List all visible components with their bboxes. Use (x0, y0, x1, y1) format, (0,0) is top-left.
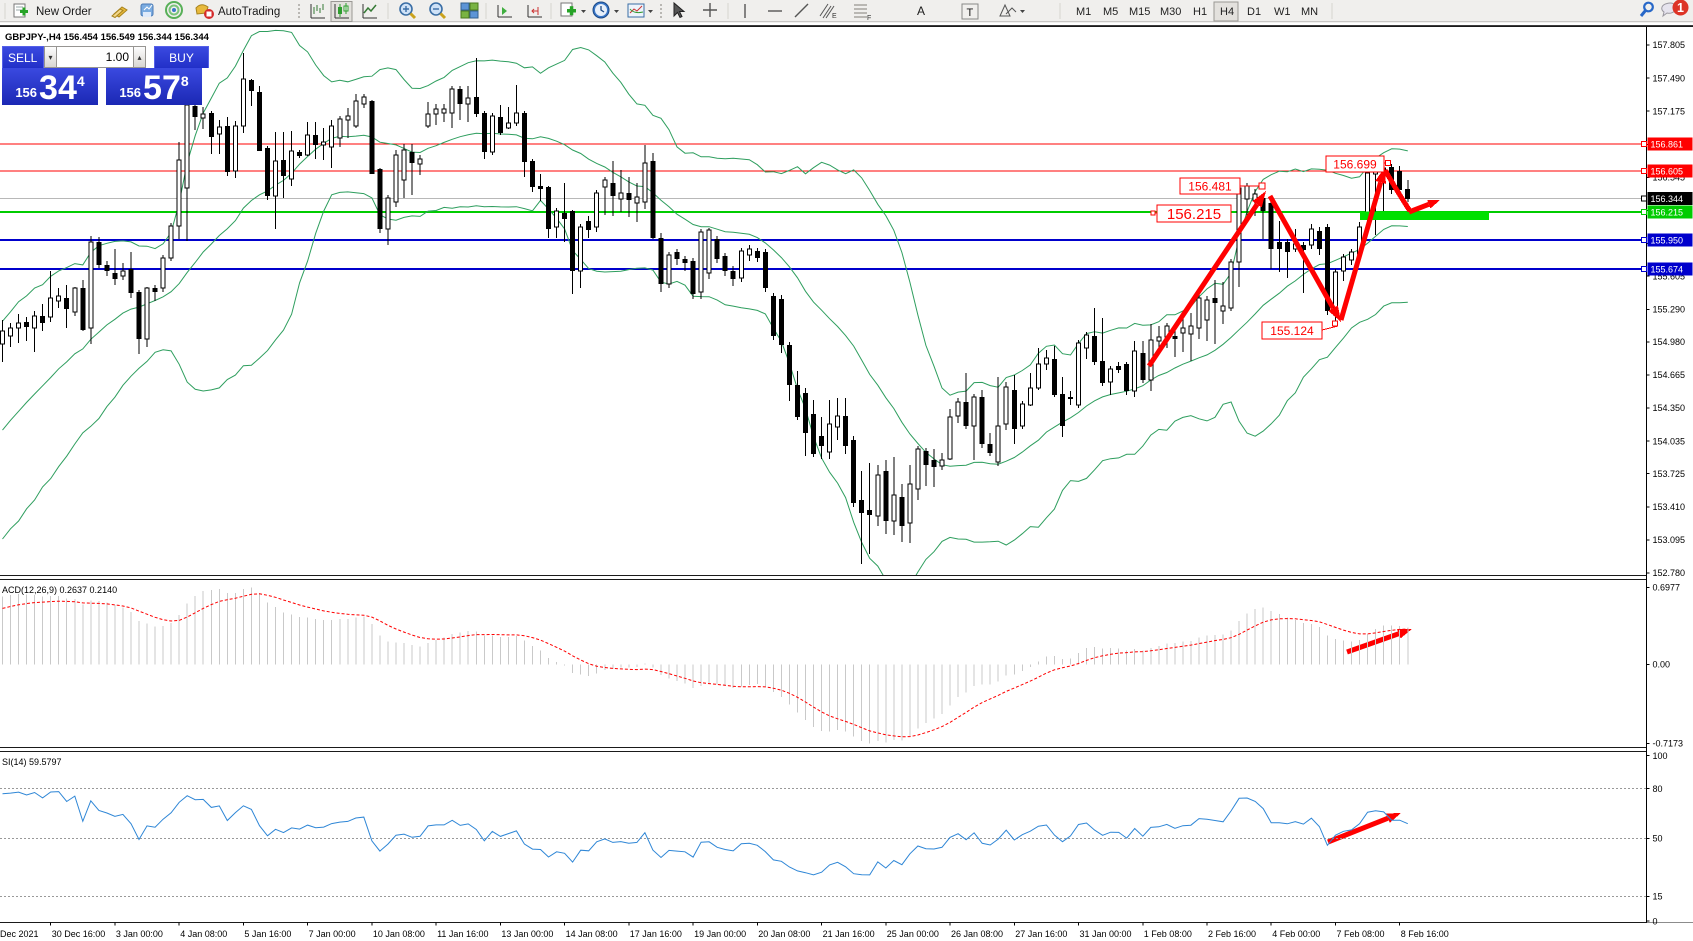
svg-text:11 Jan 16:00: 11 Jan 16:00 (437, 929, 488, 939)
svg-text:GBPJPY-,H4 156.454 156.549 15: GBPJPY-,H4 156.454 156.549 156.344 156.3… (5, 32, 210, 43)
svg-text:1: 1 (1677, 1, 1684, 15)
svg-text:13 Jan 00:00: 13 Jan 00:00 (501, 929, 553, 939)
svg-text:152.780: 152.780 (1653, 568, 1686, 578)
svg-text:31 Jan 00:00: 31 Jan 00:00 (1080, 929, 1132, 939)
svg-text:155.290: 155.290 (1653, 305, 1686, 315)
svg-text:156.605: 156.605 (1651, 167, 1684, 177)
svg-text:30 Dec 16:00: 30 Dec 16:00 (52, 929, 106, 939)
svg-text:10 Jan 08:00: 10 Jan 08:00 (373, 929, 425, 939)
svg-text:157.175: 157.175 (1653, 106, 1686, 116)
svg-text:157.805: 157.805 (1653, 40, 1686, 50)
svg-text:M1: M1 (1076, 6, 1091, 18)
svg-text:14 Jan 08:00: 14 Jan 08:00 (566, 929, 618, 939)
svg-text:156.215: 156.215 (1651, 208, 1684, 218)
svg-text:7 Jan 00:00: 7 Jan 00:00 (309, 929, 356, 939)
svg-text:D1: D1 (1247, 6, 1261, 18)
svg-text:17 Jan 16:00: 17 Jan 16:00 (630, 929, 682, 939)
svg-text:7 Feb 08:00: 7 Feb 08:00 (1337, 929, 1385, 939)
svg-text:0: 0 (1653, 916, 1658, 926)
svg-text:4 Jan 08:00: 4 Jan 08:00 (180, 929, 227, 939)
svg-text:AutoTrading: AutoTrading (218, 6, 280, 18)
svg-text:154.035: 154.035 (1653, 436, 1686, 446)
svg-text:80: 80 (1653, 784, 1663, 794)
svg-text:E: E (832, 13, 837, 20)
svg-text:A: A (917, 4, 925, 18)
svg-text:154.980: 154.980 (1653, 337, 1686, 347)
svg-text:M30: M30 (1160, 6, 1181, 18)
svg-text:0.6977: 0.6977 (1653, 583, 1681, 593)
svg-text:153.095: 153.095 (1653, 535, 1686, 545)
svg-text:155.605: 155.605 (1653, 271, 1686, 281)
svg-text:25 Jan 00:00: 25 Jan 00:00 (887, 929, 939, 939)
svg-text:156.215: 156.215 (1167, 206, 1221, 223)
svg-text:156.344: 156.344 (1651, 194, 1684, 204)
svg-text:21 Jan 16:00: 21 Jan 16:00 (823, 929, 875, 939)
svg-text:19 Jan 00:00: 19 Jan 00:00 (694, 929, 746, 939)
svg-text:50: 50 (1653, 834, 1663, 844)
svg-text:4 Feb 00:00: 4 Feb 00:00 (1272, 929, 1320, 939)
svg-text:27 Jan 16:00: 27 Jan 16:00 (1015, 929, 1067, 939)
svg-text:SI(14) 59.5797: SI(14) 59.5797 (2, 757, 62, 767)
svg-text:T: T (967, 7, 974, 19)
svg-text:153.725: 153.725 (1653, 469, 1686, 479)
svg-text:F: F (867, 15, 871, 22)
svg-text:153.410: 153.410 (1653, 502, 1686, 512)
svg-text:156.699: 156.699 (1333, 157, 1377, 171)
svg-text:157.490: 157.490 (1653, 73, 1686, 83)
svg-text:-0.7173: -0.7173 (1653, 739, 1684, 749)
svg-text:156.481: 156.481 (1188, 179, 1232, 193)
svg-text:8 Feb 16:00: 8 Feb 16:00 (1401, 929, 1449, 939)
svg-text:W1: W1 (1274, 6, 1291, 18)
svg-text:MN: MN (1301, 6, 1318, 18)
svg-text:0.00: 0.00 (1653, 660, 1671, 670)
svg-text:155.674: 155.674 (1651, 264, 1684, 274)
svg-text:New Order: New Order (36, 6, 92, 18)
svg-text:154.350: 154.350 (1653, 403, 1686, 413)
svg-text:156.861: 156.861 (1651, 140, 1684, 150)
svg-text:Dec 2021: Dec 2021 (0, 929, 39, 939)
svg-text:3 Jan 00:00: 3 Jan 00:00 (116, 929, 163, 939)
svg-text:1 Feb 08:00: 1 Feb 08:00 (1144, 929, 1192, 939)
svg-text:H1: H1 (1193, 6, 1207, 18)
svg-text:M5: M5 (1103, 6, 1118, 18)
svg-text:5 Jan 16:00: 5 Jan 16:00 (244, 929, 291, 939)
svg-text:26 Jan 08:00: 26 Jan 08:00 (951, 929, 1003, 939)
svg-text:ACD(12,26,9) 0.2637 0.2140: ACD(12,26,9) 0.2637 0.2140 (2, 585, 117, 595)
svg-text:2 Feb 16:00: 2 Feb 16:00 (1208, 929, 1256, 939)
svg-text:20 Jan 08:00: 20 Jan 08:00 (758, 929, 810, 939)
svg-text:154.665: 154.665 (1653, 370, 1686, 380)
svg-text:155.950: 155.950 (1651, 235, 1684, 245)
svg-text:155.124: 155.124 (1270, 324, 1314, 338)
svg-text:15: 15 (1653, 892, 1663, 902)
svg-text:H4: H4 (1220, 6, 1234, 18)
svg-text:100: 100 (1653, 751, 1668, 761)
svg-text:M15: M15 (1129, 6, 1150, 18)
